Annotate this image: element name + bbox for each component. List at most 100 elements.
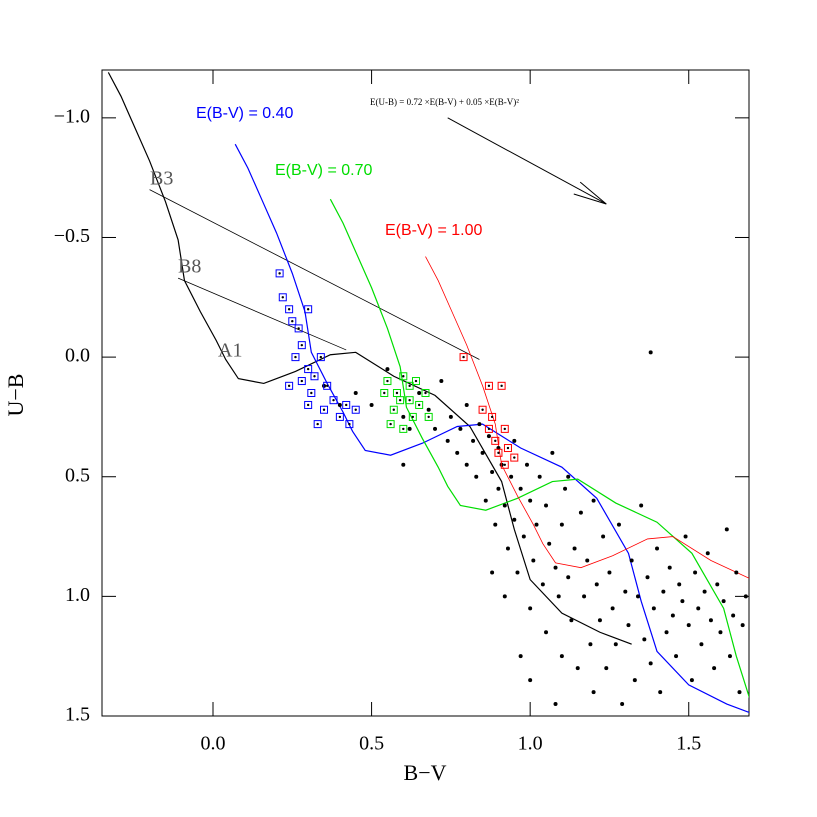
marker-square	[345, 420, 354, 429]
point	[550, 450, 555, 455]
marker-center	[332, 398, 335, 402]
point	[712, 666, 717, 671]
point	[661, 589, 666, 594]
marker-square	[297, 341, 306, 350]
point	[448, 414, 453, 419]
point	[623, 589, 628, 594]
marker-center	[402, 375, 405, 378]
marker-center	[306, 403, 310, 407]
marker-center	[306, 308, 310, 311]
point	[528, 678, 533, 683]
sequence-curve	[234, 143, 749, 714]
marker-center	[481, 408, 484, 411]
marker-square	[304, 305, 313, 314]
marker-center	[386, 379, 389, 383]
point	[727, 654, 732, 659]
point	[620, 702, 625, 707]
marker-square	[424, 412, 433, 421]
marker-center	[487, 427, 491, 431]
marker-square	[491, 436, 500, 445]
point	[658, 690, 663, 695]
point	[582, 594, 587, 599]
marker-square	[396, 396, 405, 405]
point	[493, 522, 498, 527]
point	[544, 630, 549, 635]
point	[502, 594, 507, 599]
point	[553, 565, 558, 570]
point	[734, 570, 739, 575]
point	[674, 654, 679, 659]
y-tick-label: 1.0	[65, 584, 90, 606]
point	[601, 534, 606, 539]
marker-square	[488, 412, 497, 421]
marker-square	[510, 453, 519, 462]
point	[518, 486, 523, 491]
point	[559, 654, 564, 659]
marker-center	[278, 272, 281, 275]
marker-center	[281, 296, 284, 299]
point	[648, 661, 653, 666]
point	[635, 594, 640, 599]
marker-square	[323, 381, 332, 390]
point	[540, 582, 545, 587]
point	[524, 462, 529, 467]
marker-square	[478, 405, 487, 414]
marker-square	[320, 405, 329, 414]
point	[626, 623, 631, 628]
marker-center	[313, 375, 316, 378]
point	[648, 350, 653, 355]
reddening-line	[149, 189, 480, 360]
point	[693, 570, 698, 575]
marker-square	[405, 396, 414, 405]
marker-center	[402, 427, 405, 431]
sequence-curve	[107, 72, 632, 645]
point	[588, 642, 593, 647]
marker-center	[300, 379, 304, 383]
point	[559, 522, 564, 527]
reddening-line	[177, 277, 347, 351]
point	[632, 678, 637, 683]
marker-center	[408, 384, 411, 388]
marker-center	[297, 327, 300, 330]
point	[645, 575, 650, 580]
marker-square	[307, 389, 316, 397]
marker-square	[484, 381, 493, 390]
point	[680, 599, 685, 604]
point	[474, 474, 479, 479]
point	[458, 426, 463, 431]
marker-center	[494, 439, 497, 443]
point	[512, 438, 517, 443]
marker-center	[411, 415, 415, 419]
point	[594, 582, 599, 587]
point	[724, 527, 729, 532]
curve-label: E(B-V) = 0.40	[196, 105, 293, 122]
point	[597, 618, 602, 623]
point	[455, 450, 460, 455]
point	[553, 702, 558, 707]
marker-center	[383, 391, 386, 395]
marker-square	[399, 372, 408, 381]
point	[426, 407, 431, 412]
marker-center	[287, 384, 291, 388]
point	[385, 367, 390, 372]
point	[528, 606, 533, 611]
x-tick-label: 0.5	[359, 733, 384, 755]
point	[702, 589, 707, 594]
point	[528, 498, 533, 503]
marker-center	[392, 408, 395, 411]
marker-square	[500, 424, 509, 433]
y-axis-label: U−B	[3, 374, 28, 417]
marker-center	[294, 355, 297, 359]
point	[667, 565, 672, 570]
y-tick-label: −0.5	[54, 225, 90, 247]
point	[737, 690, 742, 695]
marker-center	[513, 456, 516, 459]
marker-square	[288, 317, 297, 326]
point	[509, 474, 514, 479]
marker-square	[278, 293, 287, 302]
point	[686, 623, 691, 628]
marker-square	[275, 269, 284, 278]
point	[670, 613, 675, 618]
point	[566, 474, 571, 479]
point	[337, 402, 342, 407]
